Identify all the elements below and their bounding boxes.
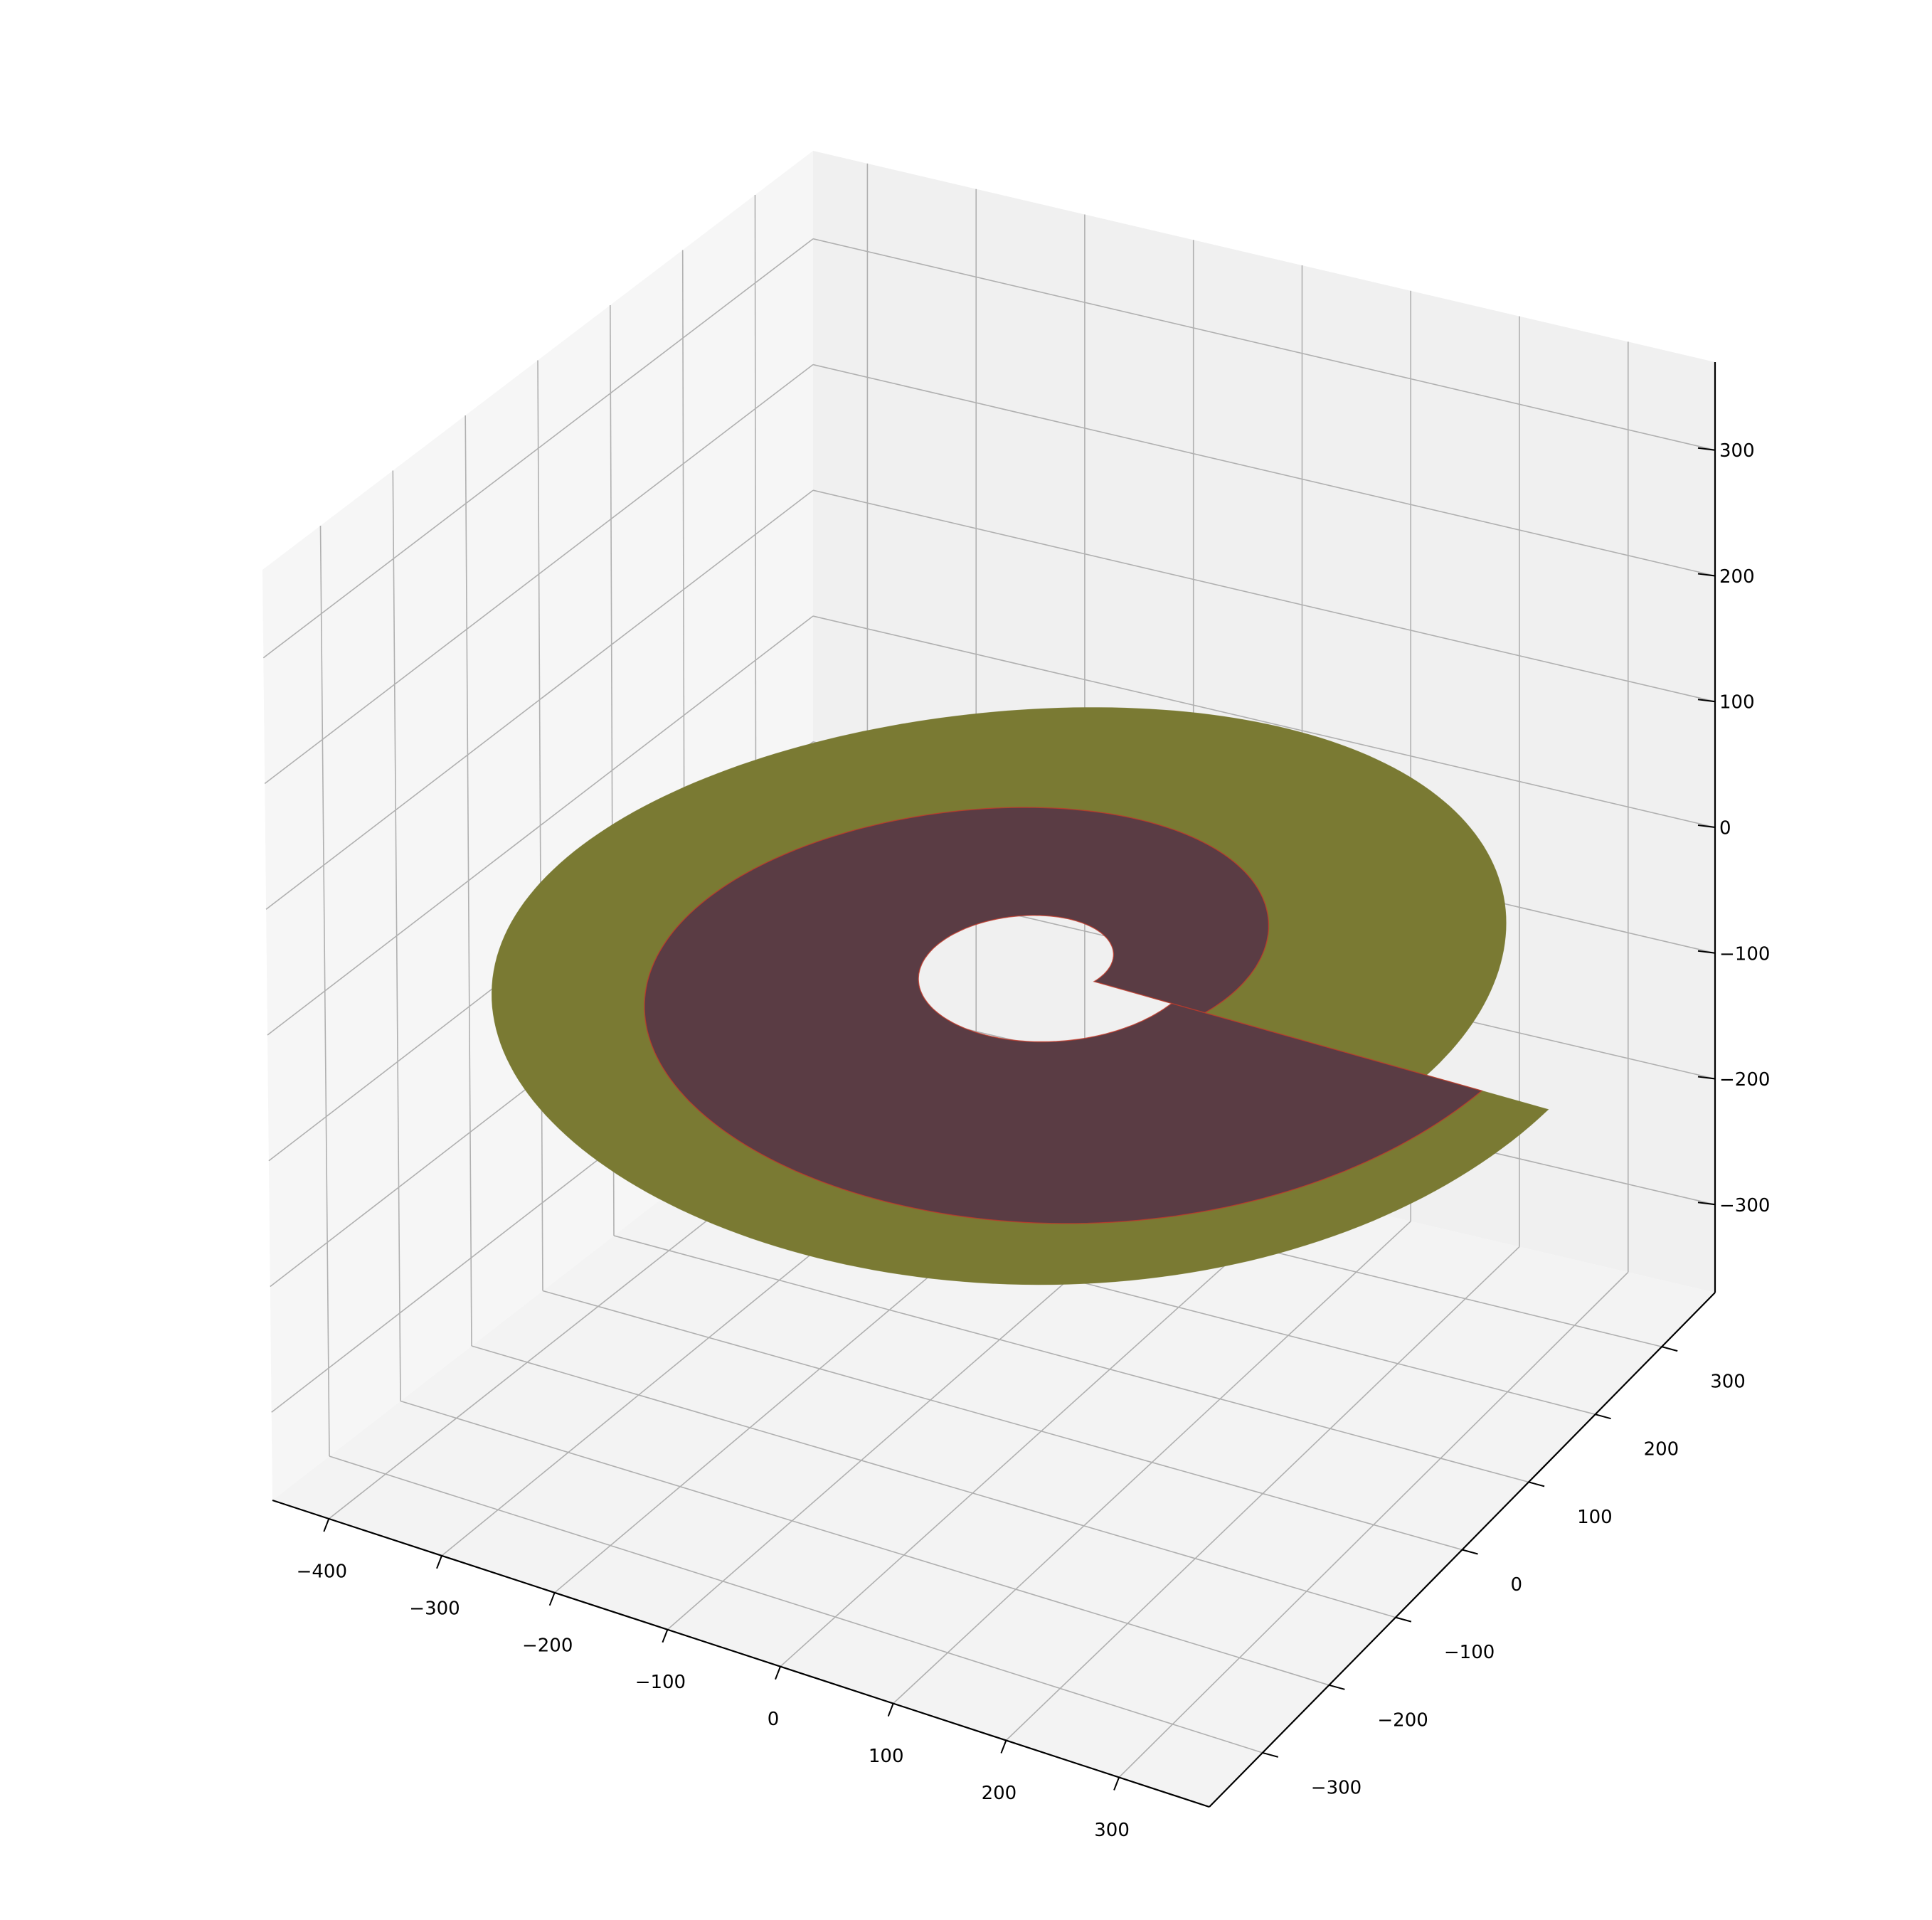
x-tick-label: −200: [522, 1635, 573, 1656]
grid-line-z-left: [264, 364, 814, 785]
x-tick-mark: [323, 1518, 330, 1532]
y-tick-label: −200: [1377, 1709, 1428, 1731]
x-tick-label: −400: [297, 1561, 347, 1583]
y-tick-mark: [1395, 1616, 1412, 1623]
z-tick-mark: [1697, 573, 1716, 577]
x-tick-label: 200: [982, 1783, 1017, 1804]
floor-pane: [272, 1081, 1715, 1807]
grid-line-z-back: [812, 489, 1716, 702]
surface-spiral-2: [644, 807, 1483, 1224]
surfaces: [491, 707, 1549, 1285]
z-tick-label: 300: [1719, 440, 1755, 462]
grid-line-y-floor: [471, 1345, 1396, 1618]
y-tick-label: −300: [1311, 1777, 1362, 1798]
x-axis-line: [272, 1499, 1210, 1808]
y-tick-mark: [1329, 1684, 1345, 1690]
y-tick-mark: [1661, 1346, 1678, 1352]
y-tick-mark: [1595, 1414, 1611, 1420]
z-tick-label: 200: [1719, 566, 1755, 588]
y-tick-label: 0: [1511, 1574, 1523, 1596]
x-tick-mark: [1113, 1777, 1120, 1791]
z-tick-label: −300: [1719, 1195, 1770, 1216]
z-tick-mark: [1697, 447, 1716, 451]
grid-line-z-back: [812, 238, 1716, 451]
grid-line-y-floor: [329, 1455, 1263, 1754]
x-tick-label: 100: [869, 1746, 904, 1767]
y-tick-mark: [1262, 1751, 1279, 1758]
x-tick-label: 300: [1094, 1820, 1130, 1841]
z-tick-mark: [1697, 699, 1716, 703]
x-tick-mark: [1000, 1740, 1007, 1754]
x-tick-mark: [775, 1666, 781, 1680]
x-tick-mark: [887, 1703, 894, 1717]
y-tick-mark: [1528, 1481, 1545, 1487]
z-tick-mark: [1697, 1202, 1716, 1206]
z-tick-mark: [1697, 950, 1716, 954]
z-tick-label: −100: [1719, 943, 1770, 965]
tick-labels: −400 −300 −200 −100 0 100 200 300 −300 −200 −100 0 1…: [297, 440, 1771, 1841]
z-tick-mark: [1697, 1076, 1716, 1080]
y-tick-label: 200: [1644, 1439, 1679, 1460]
y-tick-mark: [1462, 1549, 1478, 1555]
y-tick-label: −100: [1444, 1642, 1495, 1663]
grid-line-z-back: [812, 364, 1716, 577]
grid-line-y-floor: [613, 1235, 1529, 1483]
z-tick-label: 100: [1719, 692, 1755, 714]
x-tick-mark: [662, 1629, 669, 1643]
z-tick-mark: [1697, 824, 1716, 828]
grid-line-z-left: [265, 489, 814, 910]
grid-line-z-back: [812, 615, 1716, 828]
grid-line-y-floor: [542, 1290, 1463, 1551]
x-tick-mark: [548, 1592, 556, 1606]
y-tick-label: 100: [1577, 1507, 1613, 1528]
grid-line-y-floor: [400, 1400, 1329, 1686]
y-tick-label: 300: [1710, 1372, 1746, 1393]
x-tick-label: −300: [409, 1598, 460, 1619]
z-tick-label: −200: [1719, 1069, 1770, 1091]
x-tick-label: 0: [768, 1709, 780, 1730]
x-tick-label: −100: [635, 1672, 686, 1693]
x-tick-mark: [436, 1555, 442, 1569]
z-tick-label: 0: [1719, 818, 1731, 839]
grid-line-z-left: [267, 615, 814, 1036]
grid-line-z-left: [262, 238, 814, 659]
